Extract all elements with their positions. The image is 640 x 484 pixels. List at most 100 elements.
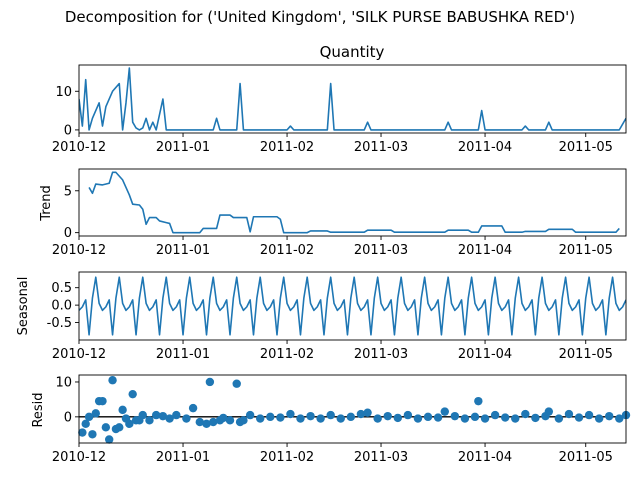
resid-point [413, 414, 423, 423]
resid-point [209, 417, 218, 427]
x-tick-label: 2011-01 [156, 450, 210, 465]
resid-point [205, 377, 215, 387]
x-tick-label: 2011-01 [156, 243, 210, 258]
resid-point [158, 411, 168, 421]
resid-point [188, 403, 198, 413]
x-tick-label: 2010-12 [52, 140, 106, 155]
resid-point [480, 414, 490, 423]
resid-point [256, 414, 265, 423]
resid-point [219, 413, 228, 423]
x-tick-label: 2011-04 [458, 450, 512, 465]
x-tick-label: 2011-04 [458, 347, 512, 362]
panel-trend-ylabel: Trend [39, 185, 54, 222]
x-tick-label: 2011-03 [354, 140, 408, 155]
resid-point [490, 410, 500, 420]
resid-point [500, 413, 510, 422]
resid-point [521, 409, 530, 419]
panel-seasonal: Seasonal -0.5 0.0 0.5 2010-12 2011-01 2011-02… [16, 271, 627, 362]
resid-point [574, 413, 584, 422]
resid-point [336, 414, 345, 423]
resid-point [245, 410, 255, 420]
resid-point [232, 379, 241, 388]
x-tick-label: 2011-05 [559, 243, 613, 258]
resid-point [403, 410, 413, 420]
x-tick-label: 2011-03 [354, 243, 408, 258]
y-tick-label: 0 [64, 123, 72, 138]
x-tick-label: 2011-05 [559, 140, 613, 155]
resid-point [564, 409, 574, 419]
resid-point [151, 410, 161, 420]
resid-point [470, 412, 480, 422]
y-tick-label: 10 [55, 375, 72, 390]
seasonal-series-line [79, 276, 626, 336]
resid-point [286, 409, 295, 419]
x-tick-label: 2011-01 [156, 347, 210, 362]
resid-axes-frame [78, 374, 627, 444]
resid-point [81, 419, 90, 429]
resid-point [450, 411, 460, 421]
resid-point [511, 414, 520, 423]
resid-point [306, 411, 315, 421]
resid-point [105, 435, 114, 444]
resid-point [101, 423, 111, 432]
resid-point [225, 416, 235, 425]
resid-point [78, 428, 87, 437]
resid-point [145, 416, 154, 425]
observed-series-line [79, 67, 626, 131]
x-tick-label: 2010-12 [52, 347, 106, 362]
resid-point [615, 414, 624, 423]
observed-axes-frame [78, 64, 627, 134]
resid-point [239, 416, 248, 425]
y-tick-label: 0.0 [51, 299, 72, 314]
resid-point [195, 417, 205, 427]
trend-series-line [88, 171, 620, 234]
x-tick-label: 2011-02 [260, 140, 314, 155]
resid-point [594, 414, 604, 423]
y-tick-label: 0.5 [51, 281, 72, 296]
resid-point [165, 414, 174, 423]
x-tick-label: 2011-01 [156, 140, 210, 155]
y-tick-label: 10 [55, 85, 72, 100]
resid-point [202, 419, 211, 429]
resid-point [440, 407, 449, 416]
seasonal-axes-frame [78, 271, 627, 341]
x-tick-label: 2011-02 [260, 347, 314, 362]
resid-point [373, 414, 382, 423]
resid-point [383, 411, 392, 421]
panel-trend: Trend 0 5 2010-12 2011-01 2011-02 2011-03 2011… [39, 168, 627, 258]
panel-seasonal-ylabel: Seasonal [16, 277, 31, 336]
resid-point [433, 413, 443, 422]
resid-point [326, 410, 335, 420]
resid-point [138, 410, 147, 420]
resid-point [84, 412, 94, 422]
y-tick-label: 5 [64, 184, 72, 199]
x-tick-label: 2011-04 [458, 140, 512, 155]
x-tick-label: 2011-05 [559, 450, 613, 465]
x-tick-label: 2011-02 [260, 243, 314, 258]
resid-point [88, 430, 97, 439]
x-tick-label: 2011-04 [458, 243, 512, 258]
resid-point [172, 410, 181, 420]
resid-point [182, 414, 191, 423]
resid-point [266, 412, 275, 422]
resid-point [98, 396, 107, 406]
y-tick-label: -0.5 [47, 316, 72, 331]
trend-axes-frame [78, 168, 627, 237]
figure-suptitle: Decomposition for ('United Kingdom', 'SI… [65, 8, 575, 26]
resid-point [128, 389, 137, 399]
resid-point [474, 396, 483, 406]
panel-resid: Resid 0 10 2010-12 2011-01 2011-02 2011-03 201… [31, 374, 631, 465]
resid-point [544, 407, 554, 416]
resid-point [316, 414, 325, 423]
resid-point [423, 412, 433, 422]
resid-point [125, 419, 134, 429]
resid-point [584, 410, 594, 420]
resid-point [531, 413, 540, 423]
x-tick-label: 2010-12 [52, 450, 106, 465]
resid-point [296, 414, 305, 423]
y-tick-label: 0 [64, 410, 72, 425]
resid-point [346, 412, 356, 422]
panel-resid-ylabel: Resid [31, 392, 46, 427]
resid-point [605, 411, 614, 421]
